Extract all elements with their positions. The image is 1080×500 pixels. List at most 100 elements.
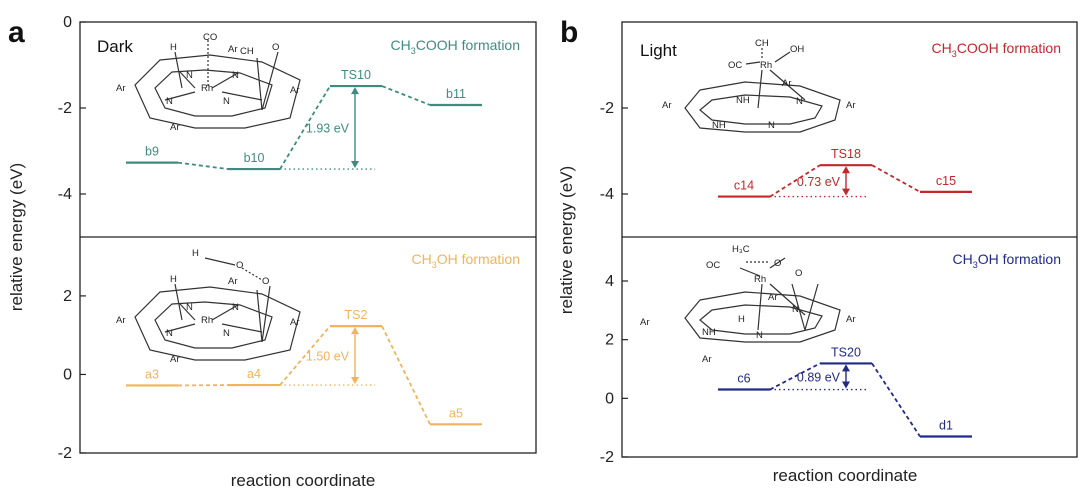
title-part: CH [932,40,952,56]
arrow-head-down [351,161,359,169]
title-subscript: 3 [952,49,957,59]
svg-text:NH: NH [736,95,750,106]
panel-b-bottom-plot: 4 2 0 -2 c6 TS20 d1 0.89 eV [600,273,972,466]
svg-text:Ar: Ar [228,44,238,55]
porphyrin-structure-b-top: CH OC OH Rh Ar NH N NH N Ar Ar [662,38,856,133]
connector-line [871,362,921,437]
svg-text:N: N [756,330,763,341]
arrow-head-up [842,364,850,372]
connector-line [381,85,431,106]
svg-text:Ar: Ar [662,100,672,111]
connector-line [177,161,229,170]
svg-text:O: O [774,258,781,269]
svg-text:Ar: Ar [702,354,712,365]
state-label: a5 [449,406,463,420]
panel-b-xlabel: reaction coordinate [773,466,918,485]
state-label: b10 [244,151,265,165]
svg-text:N: N [186,302,193,313]
svg-text:Ar: Ar [768,292,778,303]
porphyrin-structure-b-bottom: H₃C O OC Rh O Ar H N N NH Ar Ar Ar [640,244,856,365]
svg-text:Ar: Ar [228,276,238,287]
connector-line [381,325,431,425]
panel-b-letter: b [560,16,578,49]
svg-text:Ar: Ar [116,315,126,326]
title-part: OH formation [978,251,1061,267]
panel-b-top-title: CH3COOH formation [932,40,1062,59]
connector-line [769,362,821,391]
y-tick-label: -2 [58,445,72,462]
svg-text:NH: NH [712,120,726,131]
y-tick-label: -2 [58,100,72,117]
svg-text:Ar: Ar [846,100,856,111]
svg-text:CO: CO [203,32,217,43]
title-part: COOH formation [957,40,1061,56]
svg-text:Ar: Ar [782,78,792,89]
panel-a-condition-label: Dark [97,37,133,56]
svg-text:Rh: Rh [754,274,766,285]
y-tick-label: 2 [605,332,614,349]
svg-text:Ar: Ar [846,314,856,325]
y-tick-label: 0 [605,390,614,407]
svg-text:Rh: Rh [760,60,772,71]
y-tick-label: 0 [63,14,72,31]
svg-text:O: O [236,260,243,271]
barrier-label: 1.50 eV [306,350,350,364]
svg-text:OC: OC [706,260,720,271]
y-tick-label: 2 [63,288,72,305]
svg-text:N: N [232,302,239,313]
barrier-label: 0.89 eV [797,370,841,384]
svg-text:H: H [170,42,177,53]
state-label: TS18 [831,147,861,161]
porphyrin-structure-a-bottom: H H O O Rh N N N N Ar Ar Ar Ar [116,248,301,365]
panel-b-frame [621,21,1078,458]
title-part: CH [953,251,973,267]
panel-a-bottom-title: CH3OH formation [412,251,521,270]
connector-line [769,164,821,198]
panel-a-ylabel: relative energy (eV) [7,163,26,311]
svg-text:OC: OC [728,60,742,71]
panel-b-bottom-title: CH3OH formation [953,251,1062,270]
svg-text:CH: CH [755,38,769,49]
state-label: TS2 [345,308,368,322]
panel-b-ylabel: relative energy (eV) [557,166,576,314]
title-part: OH formation [437,251,520,267]
arrow-head-up [842,166,850,174]
svg-text:NH: NH [702,327,716,338]
svg-text:N: N [166,328,173,339]
svg-text:O: O [262,276,269,287]
state-label: a3 [145,367,159,381]
title-part: CH [412,251,432,267]
state-label: b11 [446,87,466,101]
svg-text:Ar: Ar [170,122,180,133]
svg-text:Rh: Rh [201,315,213,326]
svg-text:OH: OH [790,44,804,55]
svg-text:H₃C: H₃C [732,244,750,255]
svg-text:Ar: Ar [170,354,180,365]
svg-text:O: O [272,42,279,53]
svg-text:N: N [768,120,775,131]
panel-b-condition-label: Light [640,41,677,60]
state-label: c15 [936,174,956,188]
svg-text:H: H [192,248,199,259]
state-label: TS20 [831,345,861,359]
svg-text:Rh: Rh [201,83,213,94]
panel-a-top-title: CH3COOH formation [391,37,521,56]
svg-text:Ar: Ar [290,85,300,96]
connector-line [279,85,331,170]
barrier-label: 1.93 eV [306,122,350,136]
y-tick-label: -2 [600,100,614,117]
svg-text:CH: CH [240,46,254,57]
connector-line [279,325,331,386]
barrier-label: 0.73 eV [797,175,841,189]
svg-text:Ar: Ar [640,317,650,328]
svg-text:N: N [186,70,193,81]
state-label: TS10 [341,68,371,82]
title-subscript: 3 [432,260,437,270]
svg-text:N: N [166,96,173,107]
svg-text:O: O [795,268,802,279]
svg-text:H: H [170,274,177,285]
arrow-head-down [842,188,850,196]
state-label: d1 [939,418,953,432]
panel-b-top-plot: -2 -4 c14 TS18 c15 0.73 eV [600,100,972,203]
